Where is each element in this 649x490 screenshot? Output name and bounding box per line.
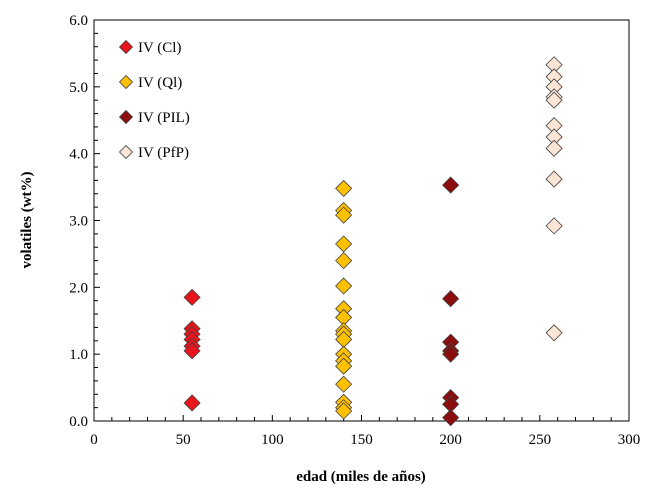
data-point-series-2 [335, 402, 353, 420]
data-point-series-1 [183, 342, 201, 360]
data-point-series-4 [545, 139, 563, 157]
legend-label: IV (Cl) [138, 40, 181, 56]
legend-marker [118, 109, 134, 125]
data-point-series-2 [335, 375, 353, 393]
data-point-series-2 [335, 179, 353, 197]
data-point-series-2 [335, 277, 353, 295]
x-tick-label: 150 [350, 432, 373, 448]
x-tick-label: 0 [90, 432, 98, 448]
data-point-series-4 [545, 91, 563, 109]
data-points [183, 56, 563, 427]
x-tick-label: 50 [176, 432, 191, 448]
legend-label: IV (PIL) [138, 110, 190, 126]
data-point-series-3 [442, 290, 460, 308]
data-point-series-2 [335, 235, 353, 253]
data-point-series-2 [335, 357, 353, 375]
legend-label: IV (PfP) [138, 145, 189, 161]
data-point-series-2 [335, 252, 353, 270]
data-point-series-1 [183, 394, 201, 412]
y-tick-label: 3.0 [69, 214, 88, 230]
x-tick-label: 200 [439, 432, 462, 448]
y-tick-label: 6.0 [69, 13, 88, 29]
x-axis-title: edad (miles de años) [296, 469, 426, 485]
legend-marker [118, 74, 134, 90]
legend-label: IV (Ql) [138, 75, 182, 91]
legend-marker [118, 39, 134, 55]
x-tick-label: 100 [261, 432, 284, 448]
legend: IV (Cl) IV (Ql) IV (PIL) IV (PfP) [118, 39, 190, 161]
data-point-series-3 [442, 176, 460, 194]
x-tick-label: 250 [529, 432, 552, 448]
y-axis-ticks: 0.0 1.0 2.0 3.0 4.0 5.0 6.0 [69, 13, 100, 430]
data-point-series-4 [545, 324, 563, 342]
data-point-series-2 [335, 206, 353, 224]
data-point-series-4 [545, 217, 563, 235]
data-point-series-4 [545, 170, 563, 188]
y-tick-label: 2.0 [69, 280, 88, 296]
y-tick-label: 0.0 [69, 414, 88, 430]
y-tick-label: 1.0 [69, 347, 88, 363]
plot-area [93, 19, 630, 422]
x-tick-label: 300 [618, 432, 641, 448]
x-axis-ticks: 0 50 100 150 200 250 300 [90, 415, 640, 448]
legend-marker [118, 144, 134, 160]
y-tick-label: 5.0 [69, 80, 88, 96]
y-axis-title: volatiles (wt%) [19, 171, 35, 268]
data-point-series-3 [442, 345, 460, 363]
data-point-series-3 [442, 409, 460, 427]
data-point-series-1 [183, 288, 201, 306]
y-tick-label: 4.0 [69, 147, 88, 163]
